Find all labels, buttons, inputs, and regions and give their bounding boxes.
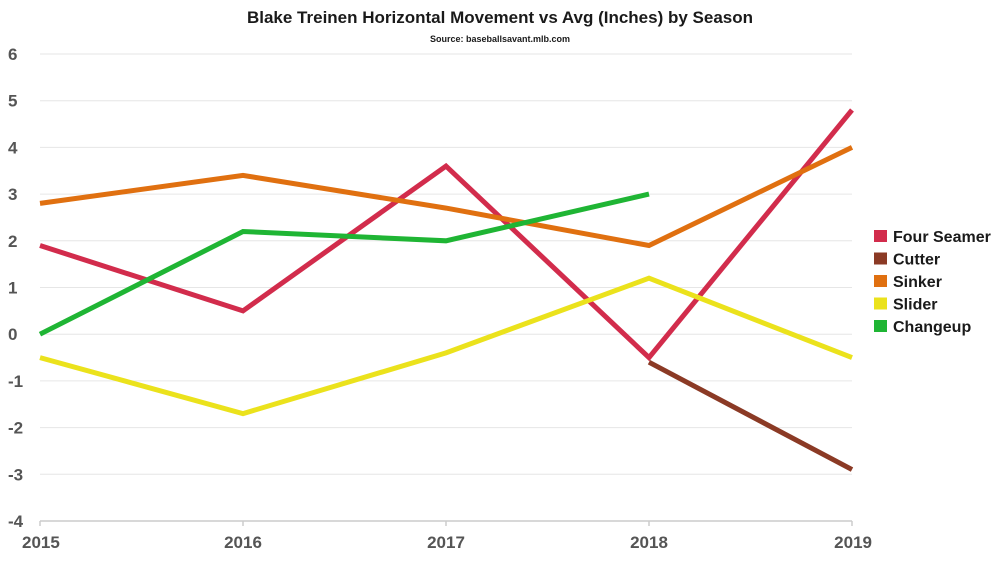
y-tick-label: -3 bbox=[8, 465, 23, 484]
series-line-sinker bbox=[39, 145, 854, 249]
y-tick-label: 3 bbox=[8, 185, 17, 204]
y-tick-label: 1 bbox=[8, 279, 17, 298]
series-line-cutter bbox=[647, 359, 854, 472]
legend: Four Seamer Cutter Sinker Slider Changeup bbox=[874, 229, 991, 336]
x-tick-label: 2015 bbox=[22, 533, 60, 552]
y-tick-label: 6 bbox=[8, 45, 17, 64]
series-line-slider bbox=[39, 275, 853, 417]
x-tick-label: 2017 bbox=[427, 533, 465, 552]
y-tick-label: -2 bbox=[8, 419, 23, 438]
y-tick-label: 0 bbox=[8, 325, 17, 344]
chart-subtitle: Source: baseballsavant.mlb.com bbox=[430, 34, 570, 44]
legend-swatch-sinker bbox=[874, 275, 887, 287]
chart-title: Blake Treinen Horizontal Movement vs Avg… bbox=[247, 8, 753, 27]
x-axis: 2015 2016 2017 2018 2019 bbox=[22, 520, 872, 552]
x-tick-label: 2018 bbox=[630, 533, 668, 552]
legend-label-sinker: Sinker bbox=[893, 274, 942, 291]
legend-swatch-four-seamer bbox=[874, 230, 887, 242]
gridlines bbox=[40, 53, 852, 475]
series-line-changeup bbox=[38, 191, 650, 337]
legend-label-four-seamer: Four Seamer bbox=[893, 229, 991, 246]
legend-label-changeup: Changeup bbox=[893, 319, 971, 336]
y-tick-label: 4 bbox=[8, 138, 18, 157]
legend-label-cutter: Cutter bbox=[893, 252, 940, 269]
x-tick-label: 2016 bbox=[224, 533, 262, 552]
series-lines bbox=[38, 108, 854, 472]
legend-swatch-changeup bbox=[874, 320, 887, 332]
y-tick-label: -1 bbox=[8, 372, 23, 391]
y-tick-label: -4 bbox=[8, 512, 24, 531]
y-tick-label: 5 bbox=[8, 92, 17, 111]
series-line-four-seamer bbox=[39, 108, 854, 362]
legend-swatch-cutter bbox=[874, 252, 887, 265]
legend-swatch-slider bbox=[874, 297, 887, 310]
legend-label-slider: Slider bbox=[893, 297, 937, 314]
y-tick-label: 2 bbox=[8, 232, 17, 251]
x-tick-label: 2019 bbox=[834, 533, 872, 552]
y-axis: 6 5 4 3 2 1 0 -1 -2 -3 -4 bbox=[8, 45, 24, 531]
